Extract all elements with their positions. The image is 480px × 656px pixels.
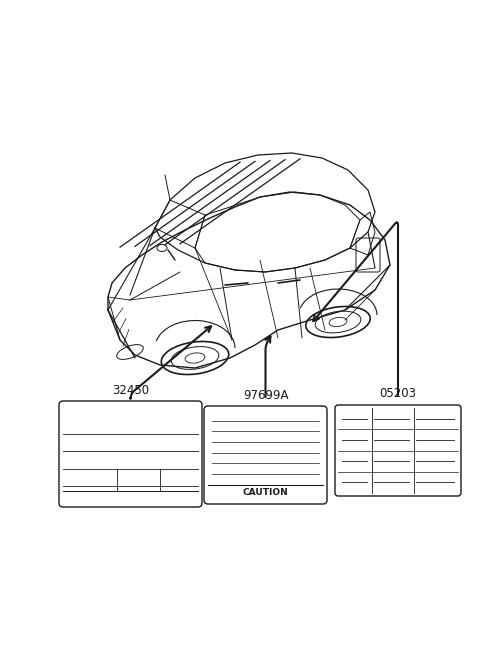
Text: 97699A: 97699A [243, 389, 288, 402]
Text: 05203: 05203 [380, 387, 417, 400]
Text: 32450: 32450 [112, 384, 149, 397]
Text: CAUTION: CAUTION [242, 488, 288, 497]
